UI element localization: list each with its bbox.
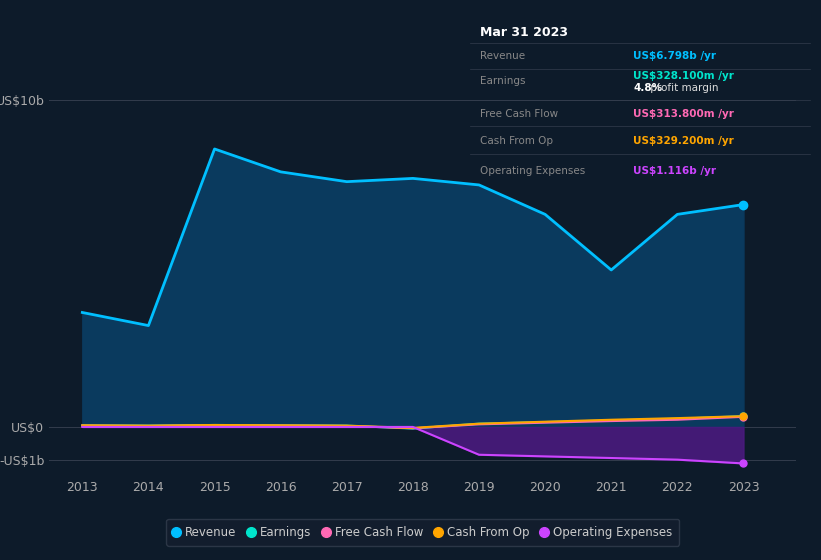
Legend: Revenue, Earnings, Free Cash Flow, Cash From Op, Operating Expenses: Revenue, Earnings, Free Cash Flow, Cash … [166, 519, 680, 546]
Text: Cash From Op: Cash From Op [479, 136, 553, 146]
Text: Free Cash Flow: Free Cash Flow [479, 109, 558, 119]
Text: Earnings: Earnings [479, 76, 525, 86]
Text: Mar 31 2023: Mar 31 2023 [479, 26, 568, 39]
Text: Operating Expenses: Operating Expenses [479, 166, 585, 176]
Text: US$328.100m /yr: US$328.100m /yr [633, 71, 734, 81]
Text: US$329.200m /yr: US$329.200m /yr [633, 136, 734, 146]
Text: US$6.798b /yr: US$6.798b /yr [633, 51, 716, 61]
Text: US$1.116b /yr: US$1.116b /yr [633, 166, 716, 176]
Text: 4.8%: 4.8% [633, 83, 663, 93]
Text: US$313.800m /yr: US$313.800m /yr [633, 109, 734, 119]
Text: Revenue: Revenue [479, 51, 525, 61]
Text: profit margin: profit margin [647, 83, 718, 93]
